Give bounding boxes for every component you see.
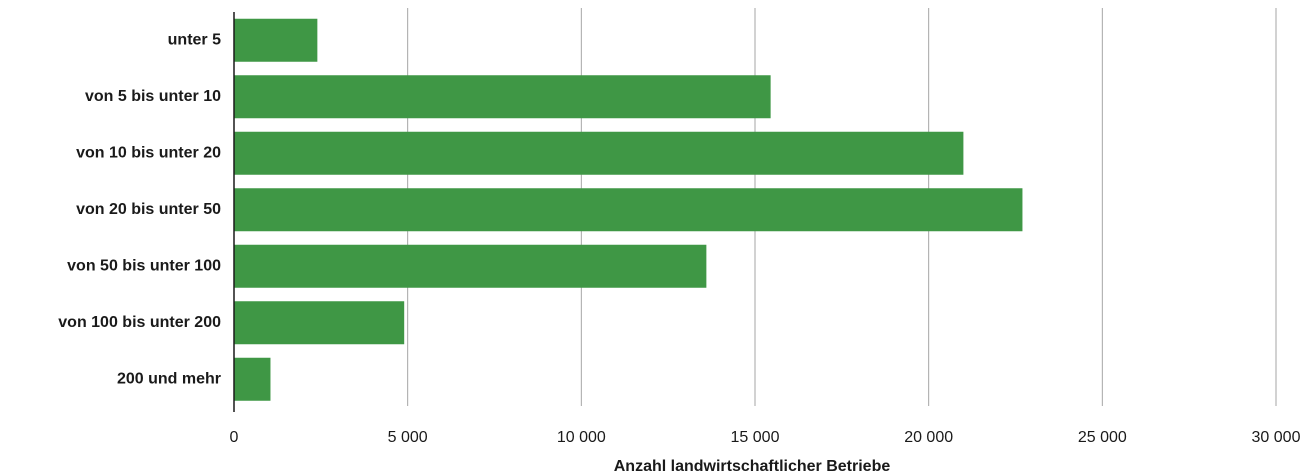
category-label: unter 5 [168, 31, 221, 48]
x-tick-label: 5 000 [388, 429, 428, 446]
x-tick-label: 0 [230, 429, 239, 446]
category-labels: unter 5 von 5 bis unter 10 von 10 bis unte… [58, 31, 221, 387]
category-label: von 20 bis unter 50 [76, 201, 221, 218]
bar [234, 131, 964, 175]
category-label: von 10 bis unter 20 [76, 144, 221, 161]
bar [234, 75, 771, 119]
bar [234, 244, 707, 288]
x-axis-title: Anzahl landwirtschaftlicher Betriebe [614, 458, 891, 475]
x-tick-label: 25 000 [1078, 429, 1127, 446]
x-tick-label: 30 000 [1252, 429, 1301, 446]
category-label: von 100 bis unter 200 [58, 314, 221, 331]
x-tick-label: 20 000 [904, 429, 953, 446]
bar [234, 188, 1023, 232]
category-label: 200 und mehr [117, 370, 221, 387]
x-tick-label: 10 000 [557, 429, 606, 446]
bar [234, 357, 271, 401]
x-tick-label: 15 000 [731, 429, 780, 446]
bar [234, 18, 318, 62]
bar [234, 301, 405, 345]
bars [234, 18, 1023, 401]
x-tick-labels: 0 5 000 10 000 15 000 20 000 25 000 30 000 [230, 429, 1301, 446]
category-label: von 50 bis unter 100 [67, 257, 221, 274]
category-label: von 5 bis unter 10 [85, 88, 221, 105]
